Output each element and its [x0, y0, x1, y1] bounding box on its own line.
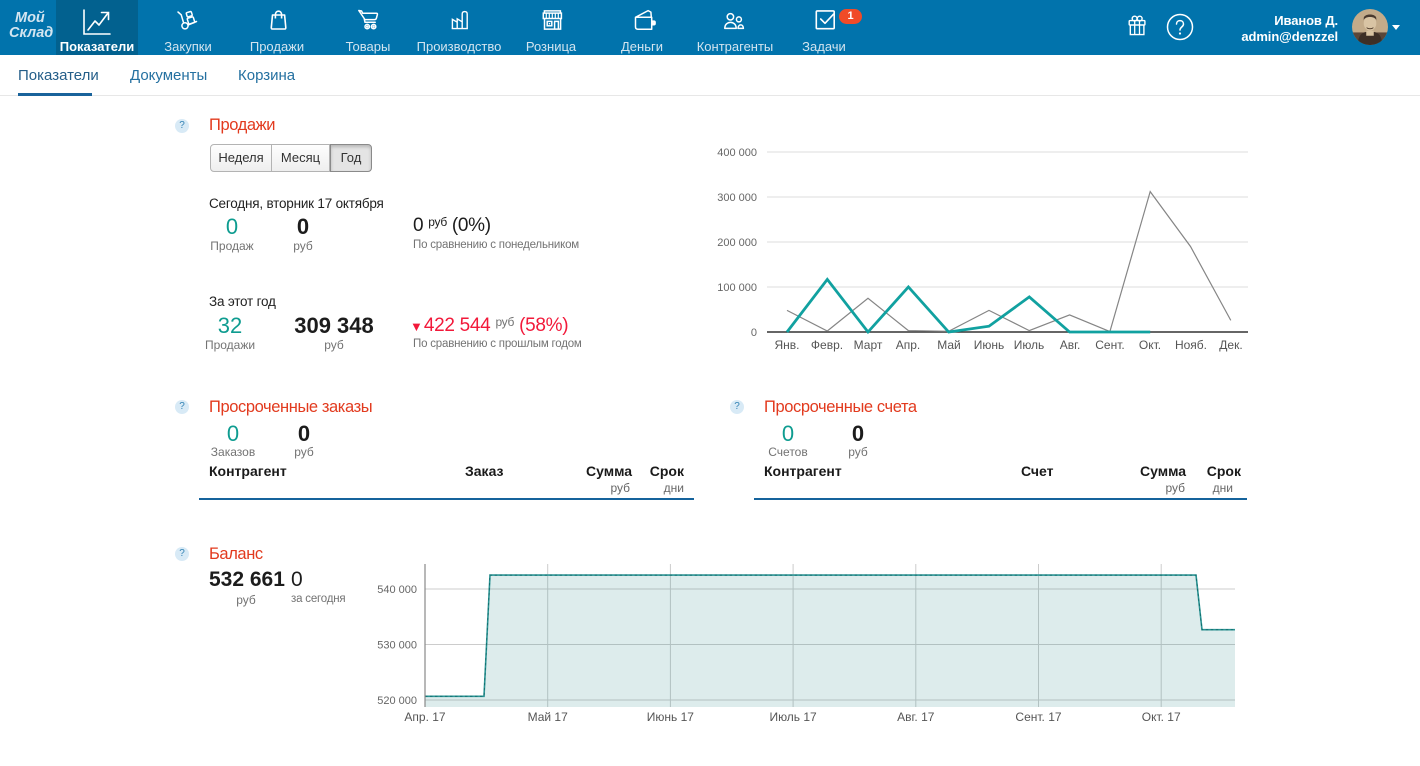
svg-text:100 000: 100 000 — [717, 282, 757, 294]
svg-text:Авг. 17: Авг. 17 — [897, 710, 935, 724]
svg-text:Окт.: Окт. — [1139, 338, 1161, 352]
svg-text:Нояб.: Нояб. — [1175, 338, 1207, 352]
svg-text:400 000: 400 000 — [717, 147, 757, 159]
svg-text:Март: Март — [854, 338, 883, 352]
svg-text:Сент.: Сент. — [1095, 338, 1124, 352]
svg-text:Февр.: Февр. — [811, 338, 843, 352]
svg-text:Авг.: Авг. — [1060, 338, 1081, 352]
svg-text:Июль 17: Июль 17 — [769, 710, 817, 724]
svg-text:Июль: Июль — [1014, 338, 1045, 352]
svg-text:Окт. 17: Окт. 17 — [1142, 710, 1181, 724]
svg-text:200 000: 200 000 — [717, 237, 757, 249]
svg-text:520 000: 520 000 — [377, 695, 417, 707]
svg-text:Сент. 17: Сент. 17 — [1015, 710, 1061, 724]
svg-text:Июнь 17: Июнь 17 — [647, 710, 695, 724]
svg-text:Май: Май — [937, 338, 961, 352]
svg-text:Апр.: Апр. — [896, 338, 921, 352]
svg-text:Апр. 17: Апр. 17 — [404, 710, 446, 724]
svg-text:Дек.: Дек. — [1219, 338, 1242, 352]
svg-text:530 000: 530 000 — [377, 640, 417, 652]
svg-text:Июнь: Июнь — [974, 338, 1005, 352]
svg-text:Янв.: Янв. — [774, 338, 799, 352]
svg-text:0: 0 — [751, 327, 757, 339]
svg-text:540 000: 540 000 — [377, 584, 417, 596]
svg-text:Май 17: Май 17 — [528, 710, 569, 724]
svg-text:300 000: 300 000 — [717, 192, 757, 204]
